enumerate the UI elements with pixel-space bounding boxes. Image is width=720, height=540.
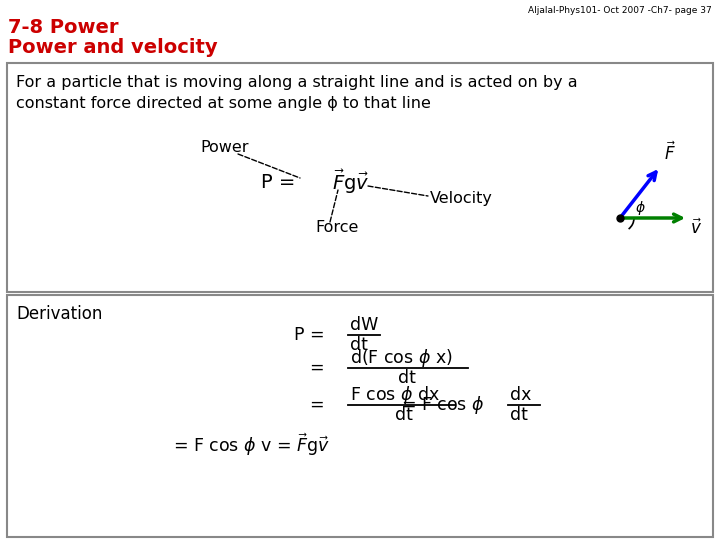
Text: Power and velocity: Power and velocity <box>8 38 217 57</box>
Text: =: = <box>310 359 330 377</box>
Text: $\phi$: $\phi$ <box>634 199 645 217</box>
Text: dx: dx <box>510 386 531 404</box>
Text: dt: dt <box>510 406 528 424</box>
Text: 7-8 Power: 7-8 Power <box>8 18 119 37</box>
Text: For a particle that is moving along a straight line and is acted on by a: For a particle that is moving along a st… <box>16 75 577 90</box>
Text: Aljalal-Phys101- Oct 2007 -Ch7- page 37: Aljalal-Phys101- Oct 2007 -Ch7- page 37 <box>528 6 712 15</box>
Text: Derivation: Derivation <box>16 305 102 323</box>
Text: = F cos $\phi$ v = $\vec{F}$g$\vec{v}$: = F cos $\phi$ v = $\vec{F}$g$\vec{v}$ <box>174 431 330 458</box>
Text: P =: P = <box>294 326 330 344</box>
Text: F cos $\phi$ dx: F cos $\phi$ dx <box>350 384 440 406</box>
Text: dt: dt <box>398 369 416 387</box>
Text: =: = <box>310 396 330 414</box>
Text: dW: dW <box>350 316 378 334</box>
Text: constant force directed at some angle ϕ to that line: constant force directed at some angle ϕ … <box>16 96 431 111</box>
Bar <box>7 63 713 292</box>
Text: Velocity: Velocity <box>430 191 493 206</box>
Text: dt: dt <box>395 406 413 424</box>
Text: $\vec{v}$: $\vec{v}$ <box>690 218 702 238</box>
Text: = F cos $\phi$: = F cos $\phi$ <box>401 394 485 416</box>
Text: d(F cos $\phi$ x): d(F cos $\phi$ x) <box>350 347 453 369</box>
Text: $\vec{F}$g$\vec{v}$: $\vec{F}$g$\vec{v}$ <box>332 168 369 196</box>
Text: P =: P = <box>261 172 302 192</box>
Text: $\vec{F}$: $\vec{F}$ <box>664 141 676 164</box>
Text: dt: dt <box>350 336 368 354</box>
Text: Force: Force <box>315 220 359 235</box>
Text: Power: Power <box>200 140 248 156</box>
Bar <box>7 295 713 537</box>
